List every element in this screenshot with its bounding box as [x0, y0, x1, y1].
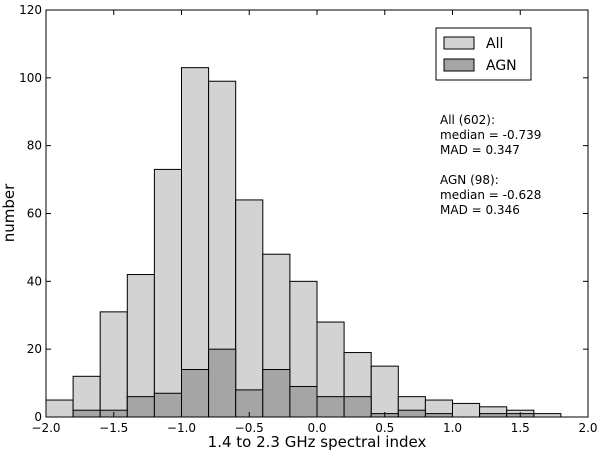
- y-tick-label: 40: [27, 274, 42, 288]
- bar-agn-13: [397, 409, 426, 418]
- bar-all-5: [181, 67, 210, 418]
- bar-all-0: [45, 399, 74, 418]
- bar-agn-1: [72, 409, 101, 418]
- x-tick-label: −1.5: [99, 421, 128, 435]
- x-tick-label: −1.0: [167, 421, 196, 435]
- bars-agn-series: [72, 348, 535, 418]
- x-tick-label: −0.5: [235, 421, 264, 435]
- x-tick-label: −2.0: [31, 421, 60, 435]
- legend-box: [435, 27, 532, 81]
- legend: All AGN: [435, 27, 532, 81]
- stats-annotation: All (602): median = -0.739 MAD = 0.347 A…: [440, 113, 541, 217]
- bars-all-series: [45, 67, 562, 418]
- bar-agn-9: [289, 385, 318, 418]
- y-tick-label: 0: [34, 410, 42, 424]
- legend-label-agn: AGN: [486, 58, 517, 74]
- legend-swatch-agn: [443, 58, 475, 72]
- bar-agn-8: [262, 369, 291, 418]
- bar-agn-6: [208, 348, 237, 418]
- legend-label-all: All: [486, 36, 503, 52]
- annotation-all-median: median = -0.739: [440, 128, 541, 142]
- y-tick-label: 100: [19, 71, 42, 85]
- x-tick-label: 1.5: [511, 421, 530, 435]
- y-tick-label: 60: [27, 207, 42, 221]
- x-tick-label: 0.5: [375, 421, 394, 435]
- bar-agn-4: [153, 392, 182, 418]
- x-tick-label: 0.0: [307, 421, 326, 435]
- bar-all-3: [126, 274, 155, 418]
- bar-all-4: [153, 168, 182, 418]
- annotation-all-mad: MAD = 0.347: [440, 143, 520, 157]
- bar-all-18: [533, 413, 562, 418]
- bar-agn-3: [126, 396, 155, 418]
- bar-agn-14: [424, 413, 453, 418]
- annotation-all-header: All (602):: [440, 113, 495, 127]
- x-tick-label: 1.0: [443, 421, 462, 435]
- bar-agn-10: [316, 396, 345, 418]
- bar-agn-16: [479, 413, 508, 418]
- annotation-agn-mad: MAD = 0.346: [440, 203, 520, 217]
- bar-agn-11: [343, 396, 372, 418]
- x-axis-label: 1.4 to 2.3 GHz spectral index: [208, 433, 427, 451]
- legend-swatch-all: [443, 36, 475, 50]
- x-tick-label: 2.0: [578, 421, 597, 435]
- y-axis: 0 20 40 60 80 100 120: [19, 3, 588, 424]
- bar-all-15: [452, 402, 481, 418]
- bar-agn-5: [181, 369, 210, 418]
- y-tick-label: 120: [19, 3, 42, 17]
- bar-all-12: [370, 365, 399, 418]
- x-axis: −2.0 −1.5 −1.0 −0.5 0.0 0.5 1.0 1.5 2.0: [31, 10, 598, 435]
- y-axis-label: number: [0, 183, 18, 242]
- bar-all-2: [99, 311, 128, 418]
- y-tick-label: 80: [27, 139, 42, 153]
- y-tick-label: 20: [27, 342, 42, 356]
- bar-all-7: [235, 199, 264, 418]
- annotation-agn-header: AGN (98):: [440, 173, 499, 187]
- annotation-agn-median: median = -0.628: [440, 188, 541, 202]
